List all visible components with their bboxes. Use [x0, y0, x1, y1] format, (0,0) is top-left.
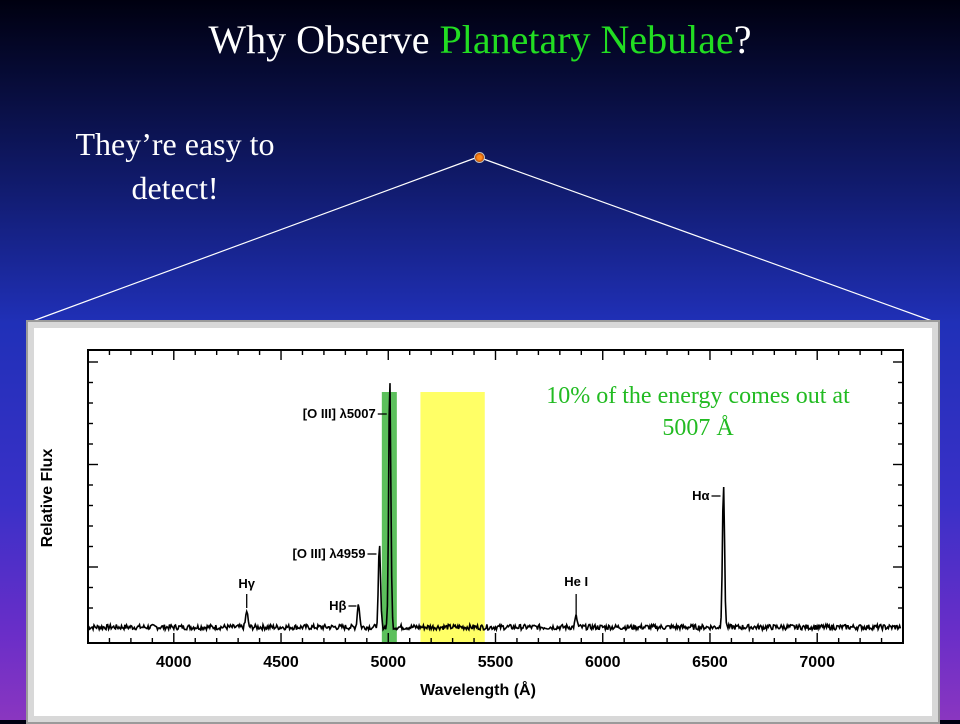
- nebula-icon: [474, 152, 485, 163]
- spectrum-trace: [87, 383, 902, 633]
- x-tick-label: 4000: [156, 654, 192, 671]
- spectrum-chart: 4000 4500 5000 5500 6000 6500 7000 Hγ Hβ [O III]…: [39, 349, 904, 699]
- y-axis-label: Relative Flux: [39, 449, 56, 548]
- spectrum-panel: 4000 4500 5000 5500 6000 6500 7000 Hγ Hβ [O III]…: [26, 320, 940, 724]
- x-tick-label: 5000: [370, 654, 406, 671]
- energy-note: 10% of the energy comes out at 5007 Å: [546, 383, 850, 441]
- slide-title: Why Observe Planetary Nebulae?: [0, 14, 960, 66]
- line-label: He I: [564, 574, 588, 589]
- caption-text: They’re easy to detect!: [75, 126, 275, 206]
- x-tick-label: 4500: [263, 654, 299, 671]
- line-label: Hβ: [329, 598, 346, 613]
- axis-ticks: 4000 4500 5000 5500 6000 6500 7000: [88, 350, 903, 671]
- line-label: [O III] λ4959: [292, 546, 365, 561]
- line-label: Hγ: [238, 576, 255, 591]
- leader-line-left: [29, 156, 479, 323]
- title-highlight: Planetary Nebulae: [439, 17, 734, 62]
- line-labels: Hγ Hβ [O III] λ4959 [O III] λ5007 He I Hα: [238, 406, 721, 614]
- leader-line-right: [477, 156, 936, 323]
- band-green: [381, 392, 397, 642]
- x-tick-label: 6500: [692, 654, 728, 671]
- x-tick-label: 5500: [478, 654, 514, 671]
- line-label: [O III] λ5007: [303, 406, 376, 421]
- title-prefix: Why Observe: [208, 17, 440, 62]
- band-yellow: [420, 392, 485, 642]
- x-tick-label: 6000: [585, 654, 621, 671]
- line-label: Hα: [692, 488, 709, 503]
- x-tick-label: 7000: [799, 654, 835, 671]
- title-suffix: ?: [733, 17, 752, 62]
- x-axis-label: Wavelength (Å): [420, 680, 536, 699]
- highlight-bands: [381, 392, 485, 642]
